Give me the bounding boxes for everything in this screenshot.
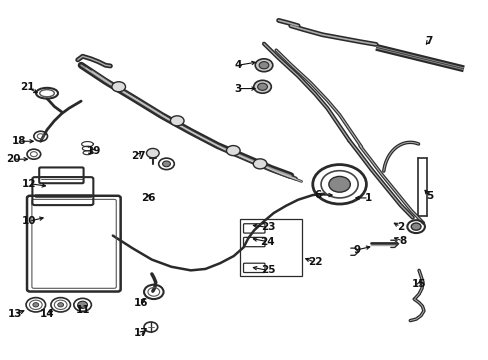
Text: 17: 17 [133, 328, 148, 338]
Text: 7: 7 [424, 36, 431, 46]
Circle shape [162, 161, 170, 167]
Circle shape [146, 148, 159, 158]
Text: 9: 9 [352, 245, 360, 255]
Text: 14: 14 [40, 310, 54, 319]
Circle shape [78, 301, 87, 309]
Text: 4: 4 [234, 60, 242, 70]
Text: 5: 5 [426, 191, 432, 201]
Text: 25: 25 [260, 265, 275, 275]
Text: 26: 26 [141, 193, 155, 203]
Circle shape [259, 62, 268, 69]
Text: 13: 13 [8, 310, 22, 319]
Text: 2: 2 [396, 222, 404, 231]
Text: 15: 15 [411, 279, 426, 289]
Text: 27: 27 [131, 150, 145, 161]
Circle shape [410, 223, 420, 230]
Circle shape [58, 303, 63, 307]
Text: 3: 3 [234, 84, 241, 94]
Text: 8: 8 [399, 236, 406, 246]
Circle shape [226, 145, 240, 156]
Circle shape [255, 59, 272, 72]
Circle shape [112, 82, 125, 92]
Text: 19: 19 [87, 146, 102, 156]
Circle shape [253, 159, 266, 169]
Text: 12: 12 [21, 179, 36, 189]
Text: 16: 16 [133, 298, 147, 308]
Text: 6: 6 [313, 190, 321, 200]
Circle shape [253, 80, 271, 93]
Circle shape [328, 176, 349, 192]
Text: 20: 20 [6, 154, 20, 164]
Text: 24: 24 [260, 237, 275, 247]
Text: 21: 21 [20, 82, 35, 93]
Text: 18: 18 [11, 136, 26, 146]
Text: 11: 11 [75, 305, 90, 315]
Circle shape [33, 303, 39, 307]
Text: 10: 10 [21, 216, 36, 226]
Circle shape [170, 116, 183, 126]
Circle shape [257, 83, 267, 90]
Text: 22: 22 [307, 257, 322, 267]
Text: 1: 1 [365, 193, 372, 203]
Text: 23: 23 [260, 222, 275, 232]
